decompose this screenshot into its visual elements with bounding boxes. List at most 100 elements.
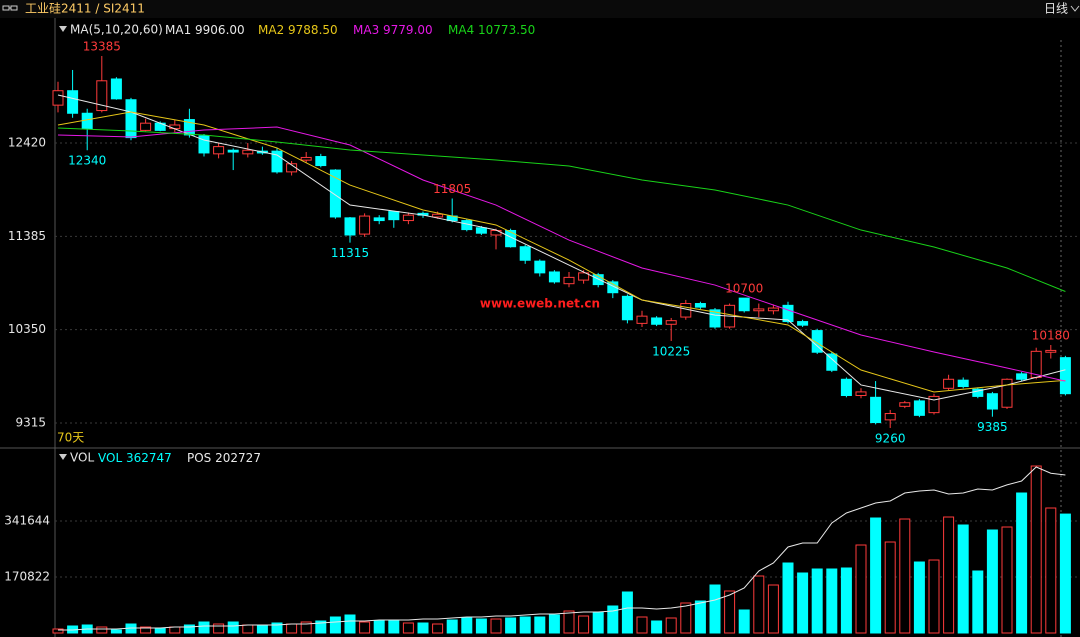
candle-body: [388, 211, 400, 221]
period-selector[interactable]: 日线: [1044, 2, 1068, 16]
y-tick-label: 341644: [4, 513, 50, 527]
volume-bar: [928, 559, 940, 634]
volume-bar: [738, 609, 750, 634]
volume-bar: [651, 620, 663, 634]
candle-body: [96, 80, 108, 112]
y-tick-label: 12420: [8, 136, 46, 150]
candle-body: [709, 309, 721, 328]
legend-value: 9906.00: [195, 23, 245, 37]
candle-body: [169, 124, 181, 130]
candle-body: [957, 379, 969, 387]
volume-bar: [1045, 507, 1057, 634]
candle-body: [928, 395, 940, 414]
volume-bar: [1016, 492, 1028, 634]
volume-bar: [242, 624, 254, 634]
candle-body: [52, 90, 64, 106]
volume-bar: [840, 567, 852, 634]
candle-body: [884, 413, 896, 421]
legend-value: 202727: [215, 451, 261, 465]
volume-bar: [213, 623, 225, 634]
legend-title: MA(5,10,20,60): [70, 23, 163, 37]
symbol-icon: [2, 5, 18, 11]
y-tick-label: 10350: [8, 322, 46, 336]
volume-bar: [563, 610, 575, 634]
legend-entry: MA3 9779.00: [353, 23, 433, 37]
symbol-title: 工业硅2411 / SI2411: [25, 2, 145, 16]
volume-bar: [388, 620, 400, 634]
legend-entry: POS 202727: [187, 451, 261, 465]
legend-entry: MA2 9788.50: [258, 23, 338, 37]
candle-body: [1016, 373, 1028, 380]
volume-bar: [256, 624, 268, 634]
candle-body: [621, 295, 633, 321]
volume-bar: [315, 620, 327, 634]
high-label: 10700: [725, 282, 763, 296]
candle-body: [899, 402, 911, 407]
low-label: 9385: [977, 420, 1008, 434]
legend-name: MA2: [258, 23, 284, 37]
ma-line: [57, 127, 1066, 292]
legend-name: MA3: [353, 23, 379, 37]
volume-bar: [724, 590, 736, 634]
period-label: 70天: [57, 431, 84, 445]
volume-bar: [359, 621, 371, 634]
volume-bar: [636, 616, 648, 634]
volume-bar: [373, 620, 385, 634]
high-label: 13385: [83, 39, 121, 53]
volume-bar: [884, 541, 896, 634]
volume-bar: [490, 618, 502, 634]
y-tick-label: 9315: [15, 416, 46, 430]
volume-bar: [1001, 526, 1013, 634]
volume-bar: [694, 600, 706, 634]
candle-body: [913, 400, 925, 416]
candle-body: [1001, 378, 1013, 408]
low-label: 10225: [652, 344, 690, 358]
candle-body: [548, 271, 560, 283]
low-label: 11315: [331, 246, 369, 260]
candle-body: [402, 214, 414, 222]
candle-body: [359, 215, 371, 235]
candle-body: [636, 315, 648, 324]
volume-bar: [972, 570, 984, 634]
candle-body: [475, 227, 487, 234]
volume-bar: [402, 622, 414, 634]
legend-name: POS: [187, 451, 211, 465]
volume-bar: [110, 629, 122, 634]
legend-value: 9788.50: [288, 23, 338, 37]
period-dropdown-arrow[interactable]: [1070, 5, 1080, 12]
legend-arrow[interactable]: [59, 26, 67, 32]
volume-bar: [1030, 465, 1042, 634]
volume-bar: [183, 624, 195, 634]
volume-bar: [870, 517, 882, 634]
volume-bar: [140, 626, 152, 634]
volume-bar: [198, 621, 210, 634]
candle-body: [286, 163, 298, 173]
volume-bar: [607, 605, 619, 634]
volume-bar: [446, 619, 458, 634]
candle-body: [767, 307, 779, 312]
candle-body: [665, 320, 677, 325]
volume-bar: [621, 591, 633, 634]
ma-line: [57, 111, 1066, 393]
ma-line: [57, 126, 1066, 382]
candle-body: [986, 393, 998, 410]
candle-body: [125, 99, 137, 139]
legend-entry: MA4 10773.50: [448, 23, 535, 37]
legend-name: MA4: [448, 23, 474, 37]
legend-arrow[interactable]: [59, 454, 67, 460]
volume-bar: [943, 516, 955, 634]
candle-body: [140, 122, 152, 131]
candle-body: [213, 146, 225, 155]
candle-body: [578, 272, 590, 281]
volume-bar: [475, 618, 487, 634]
candle-body: [753, 308, 765, 312]
candle-body: [198, 135, 210, 154]
candle-body: [1059, 357, 1071, 395]
volume-bar: [154, 627, 166, 634]
volume-bar: [519, 616, 531, 634]
candle-body: [782, 304, 794, 323]
volume-bar: [899, 518, 911, 634]
candle-body: [563, 276, 575, 285]
